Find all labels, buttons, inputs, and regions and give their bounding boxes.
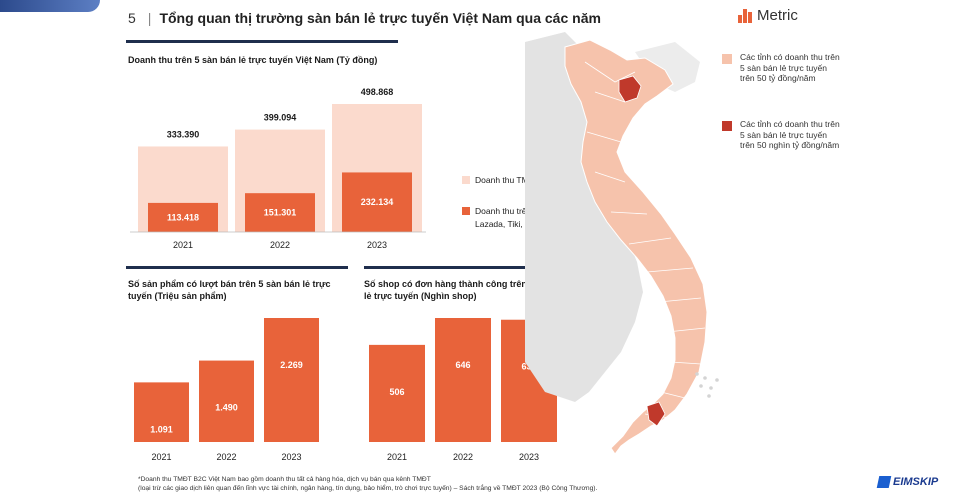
shops-tick-2021: 2021 xyxy=(387,452,407,462)
bar-top5-2021 xyxy=(148,202,218,232)
shops-bar-2021 xyxy=(369,344,425,442)
products-value-2023: 2.269 xyxy=(280,360,303,370)
chart1-title: Doanh thu trên 5 sàn bán lẻ trực tuyến V… xyxy=(128,55,378,65)
tick-label-2021: 2021 xyxy=(173,240,193,250)
map-legend-light: Các tỉnh có doanh thu trên 5 sàn bán lẻ … xyxy=(722,52,842,84)
metric-bars-icon xyxy=(738,8,752,23)
map-legend-light-label: Các tỉnh có doanh thu trên 5 sàn bán lẻ … xyxy=(740,52,840,83)
legend-b2c-swatch xyxy=(462,176,470,184)
footnote: *Doanh thu TMĐT B2C Việt Nam bao gồm doa… xyxy=(138,475,597,493)
header-separator: | xyxy=(147,10,152,26)
shops-value-2021: 506 xyxy=(389,387,404,397)
hcmc-province xyxy=(646,401,666,427)
revenue-chart: 333.390 113.418 2021 399.094 151.301 2022 498.… xyxy=(130,87,426,250)
products-tick-2023: 2023 xyxy=(281,452,301,462)
footnote-line-1: *Doanh thu TMĐT B2C Việt Nam bao gồm doa… xyxy=(138,476,431,483)
legend-b2c-label: Doanh thu TMĐT B2C xyxy=(475,175,559,185)
bar-top5-2022 xyxy=(245,193,315,232)
shops-tick-2023: 2023 xyxy=(519,452,539,462)
province-borders xyxy=(584,61,706,419)
chart1-title-rule xyxy=(126,40,398,43)
metric-logo: Metric xyxy=(738,7,798,24)
products-chart: 1.091 2021 1.490 2022 2.269 2023 xyxy=(134,318,319,462)
corner-accent-band xyxy=(0,0,100,12)
page-title: Tổng quan thị trường sàn bán lẻ trực tuy… xyxy=(159,10,601,26)
shops-bar-2022 xyxy=(435,318,491,442)
chart2-title-rule xyxy=(126,266,348,269)
chart3-title-rule xyxy=(364,266,563,269)
chart2-title: Số sản phẩm có lượt bán trên 5 sàn bán l… xyxy=(128,279,331,301)
label-top5-2023: 232.134 xyxy=(361,197,394,207)
legend-top5-swatch xyxy=(462,207,470,215)
vietnam-provinces xyxy=(564,39,708,455)
label-b2c-2023: 498.868 xyxy=(361,87,394,97)
shops-tick-2022: 2022 xyxy=(453,452,473,462)
map-legend-dark-label: Các tỉnh có doanh thu trên 5 sàn bán lẻ … xyxy=(740,119,840,150)
tick-label-2022: 2022 xyxy=(270,240,290,250)
products-bar-2021 xyxy=(134,382,189,442)
label-b2c-2021: 333.390 xyxy=(167,129,200,139)
label-top5-2022: 151.301 xyxy=(264,208,297,218)
legend-b2c: Doanh thu TMĐT B2C xyxy=(462,174,612,187)
products-bar-2023 xyxy=(264,318,319,442)
spratly-islands xyxy=(695,372,719,398)
hanoi-province xyxy=(618,75,642,103)
chart3-title: Số shop có đơn hàng thành công trên 5 sà… xyxy=(364,279,571,301)
products-value-2022: 1.490 xyxy=(215,403,238,413)
eimskip-brand-name: EIMSKIP xyxy=(893,476,939,488)
label-top5-2021: 113.418 xyxy=(167,212,199,222)
shops-value-2022: 646 xyxy=(455,360,470,370)
neighbor-land-north xyxy=(525,32,643,402)
bar-top5-2023 xyxy=(342,172,412,232)
page-header: 5 | Tổng quan thị trường sàn bán lẻ trực t… xyxy=(128,10,601,26)
products-value-2021: 1.091 xyxy=(150,424,173,434)
map-legend-light-swatch xyxy=(722,54,732,64)
products-tick-2022: 2022 xyxy=(216,452,236,462)
map-legend-dark-swatch xyxy=(722,121,732,131)
metric-brand-name: Metric xyxy=(757,7,798,24)
neighbor-land-east xyxy=(635,42,700,92)
products-bar-2022 xyxy=(199,360,254,442)
map-legend-dark: Các tỉnh có doanh thu trên 5 sàn bán lẻ … xyxy=(722,119,842,151)
eimskip-logo: EIMSKIP xyxy=(876,476,939,488)
tick-label-2023: 2023 xyxy=(367,240,387,250)
eimskip-mark-icon xyxy=(876,476,892,488)
page-number: 5 xyxy=(128,10,136,26)
label-b2c-2022: 399.094 xyxy=(264,113,297,123)
footnote-line-2: (loại trừ các giao dịch liên quan đến lĩ… xyxy=(138,485,598,492)
vietnam-map xyxy=(525,32,719,455)
products-tick-2021: 2021 xyxy=(151,452,171,462)
